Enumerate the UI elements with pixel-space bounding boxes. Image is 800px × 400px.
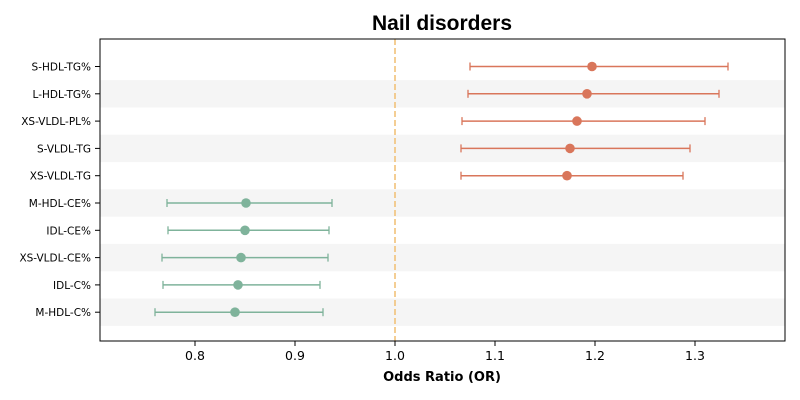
y-tick-label: XS-VLDL-CE% bbox=[19, 253, 91, 265]
point-estimate bbox=[236, 252, 246, 263]
x-tick-label: 0.9 bbox=[285, 348, 305, 363]
y-tick-label: M-HDL-CE% bbox=[29, 198, 91, 210]
y-tick-label: S-HDL-TG% bbox=[32, 62, 91, 74]
point-estimate bbox=[233, 280, 243, 290]
y-tick-label: IDL-CE% bbox=[46, 225, 91, 237]
forest-row bbox=[167, 225, 330, 236]
data-marks bbox=[154, 61, 729, 318]
x-tick-label: 1.2 bbox=[585, 348, 605, 363]
y-tick-label: IDL-C% bbox=[53, 280, 91, 292]
plot-frame bbox=[99, 38, 786, 342]
forest-row bbox=[460, 143, 691, 154]
x-axis: 0.8 0.9 1.0 1.1 1.2 1.3 bbox=[185, 341, 705, 363]
y-tick-label: XS-VLDL-PL% bbox=[21, 116, 91, 128]
point-estimate bbox=[241, 198, 251, 208]
forest-row bbox=[460, 170, 684, 181]
x-tick-label: 1.0 bbox=[385, 348, 405, 363]
point-estimate bbox=[230, 307, 240, 318]
forest-row bbox=[469, 61, 729, 72]
x-axis-label: Odds Ratio (OR) bbox=[383, 370, 501, 385]
x-tick-label: 0.8 bbox=[185, 348, 205, 363]
point-estimate bbox=[587, 61, 597, 72]
y-tick-label: L-HDL-TG% bbox=[33, 89, 91, 101]
forest-row bbox=[467, 89, 720, 99]
point-estimate bbox=[572, 116, 582, 126]
y-tick-label: S-VLDL-TG bbox=[37, 143, 91, 155]
forest-row bbox=[162, 280, 321, 290]
y-tick-label: XS-VLDL-TG bbox=[30, 171, 91, 183]
forest-row bbox=[461, 116, 706, 126]
forest-row bbox=[154, 307, 324, 318]
point-estimate bbox=[582, 89, 592, 99]
forest-row bbox=[161, 252, 329, 263]
forest-row bbox=[166, 198, 333, 208]
x-tick-label: 1.1 bbox=[485, 348, 505, 363]
point-estimate bbox=[240, 225, 250, 236]
point-estimate bbox=[562, 170, 572, 181]
y-axis-labels: S-HDL-TG% L-HDL-TG% XS-VLDL-PL% S-VLDL-TG XS… bbox=[19, 62, 100, 319]
x-tick-label: 1.3 bbox=[685, 348, 705, 363]
point-estimate bbox=[565, 143, 575, 154]
chart-title: Nail disorders bbox=[372, 12, 512, 35]
y-tick-label: M-HDL-C% bbox=[35, 307, 91, 319]
